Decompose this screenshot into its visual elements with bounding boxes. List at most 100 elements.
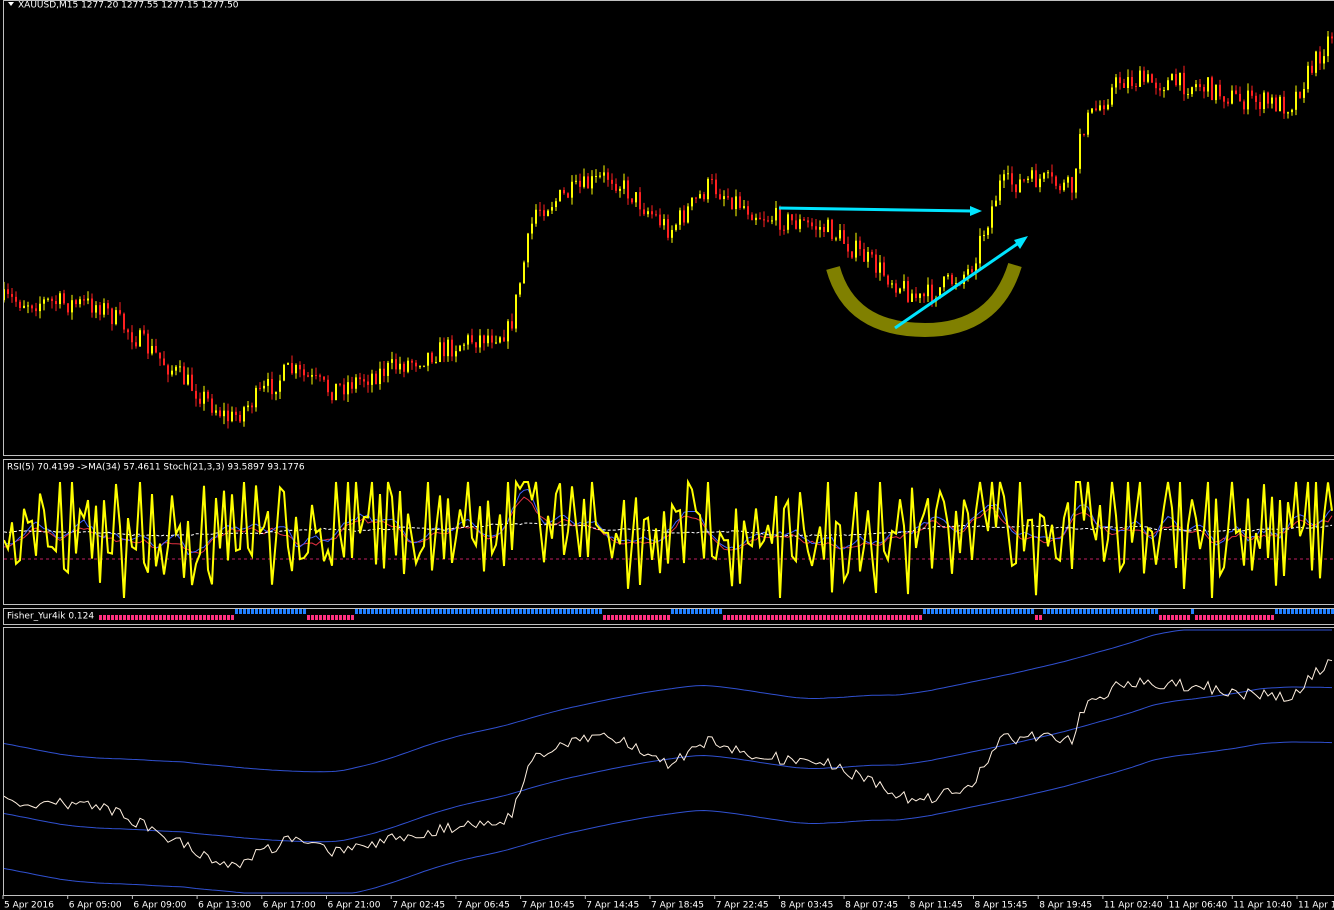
fisher-bar bbox=[263, 609, 266, 614]
fisher-bar bbox=[455, 609, 458, 614]
fisher-bar bbox=[347, 615, 350, 620]
fisher-bar bbox=[427, 609, 430, 614]
candle-body bbox=[1003, 174, 1005, 181]
candle-body bbox=[283, 364, 285, 381]
candle-body bbox=[187, 374, 189, 385]
candle-body bbox=[1147, 74, 1149, 82]
candle-body bbox=[1011, 173, 1013, 185]
fisher-bar bbox=[439, 609, 442, 614]
fisher-bar bbox=[643, 615, 646, 620]
fisher-bar bbox=[1115, 609, 1118, 614]
fisher-bar bbox=[575, 609, 578, 614]
fisher-bar bbox=[767, 615, 770, 620]
fisher-bar bbox=[1083, 609, 1086, 614]
cup-drawing bbox=[826, 262, 1022, 338]
fisher-bar bbox=[303, 609, 306, 614]
candle-body bbox=[467, 335, 469, 345]
candle-body bbox=[639, 192, 641, 210]
fisher-bar bbox=[1007, 609, 1010, 614]
fisher-bar bbox=[827, 615, 830, 620]
fisher-bar bbox=[783, 615, 786, 620]
fisher-bar bbox=[971, 609, 974, 614]
candle-body bbox=[167, 365, 169, 375]
fisher-bar bbox=[1239, 615, 1242, 620]
candle-body bbox=[183, 366, 185, 385]
candle-body bbox=[983, 235, 985, 237]
candle-body bbox=[1083, 134, 1085, 136]
candle-body bbox=[871, 251, 873, 255]
chart-layer bbox=[3, 31, 1334, 894]
candle-body bbox=[51, 298, 53, 302]
candle-body bbox=[1131, 77, 1133, 86]
candle-body bbox=[223, 410, 225, 417]
fisher-bar bbox=[1139, 609, 1142, 614]
candle-body bbox=[1059, 185, 1061, 191]
candle-body bbox=[403, 363, 405, 372]
candle-body bbox=[1323, 56, 1325, 64]
candle-body bbox=[747, 206, 749, 215]
fisher-bar bbox=[103, 615, 106, 620]
fisher-bar bbox=[891, 615, 894, 620]
candle-body bbox=[951, 274, 953, 285]
candle-body bbox=[719, 194, 721, 200]
fisher-bar bbox=[683, 609, 686, 614]
candle-body bbox=[211, 398, 213, 413]
candle-body bbox=[547, 210, 549, 216]
time-label: 7 Apr 06:45 bbox=[457, 901, 510, 910]
fisher-bar bbox=[943, 609, 946, 614]
candle-body bbox=[63, 293, 65, 304]
fisher-bar bbox=[991, 609, 994, 614]
candle-body bbox=[851, 251, 853, 258]
fisher-bar bbox=[655, 615, 658, 620]
candle-body bbox=[219, 410, 221, 417]
fisher-bar bbox=[323, 615, 326, 620]
fisher-bar bbox=[123, 615, 126, 620]
candle-body bbox=[955, 283, 957, 285]
candle-body bbox=[1279, 96, 1281, 112]
candle-body bbox=[1251, 90, 1253, 96]
fisher-bar bbox=[115, 615, 118, 620]
fisher-bar bbox=[1003, 609, 1006, 614]
candle-body bbox=[47, 298, 49, 300]
candle-body bbox=[847, 243, 849, 252]
candle-body bbox=[367, 381, 369, 385]
fisher-bar bbox=[567, 609, 570, 614]
fisher-bar bbox=[1183, 615, 1186, 620]
fisher-bar bbox=[1231, 615, 1234, 620]
candle-body bbox=[735, 196, 737, 210]
fisher-bar bbox=[687, 609, 690, 614]
fisher-bar bbox=[915, 615, 918, 620]
candle-body bbox=[1319, 51, 1321, 64]
rsi-line bbox=[3, 478, 1333, 599]
fisher-bar bbox=[311, 615, 314, 620]
fisher-bar bbox=[1263, 615, 1266, 620]
fisher-bar bbox=[1035, 615, 1038, 620]
fisher-bar bbox=[195, 615, 198, 620]
time-label: 8 Apr 15:45 bbox=[975, 901, 1028, 910]
dropdown-icon[interactable] bbox=[8, 2, 14, 6]
candle-body bbox=[911, 293, 913, 302]
candle-body bbox=[483, 335, 485, 344]
candle-body bbox=[27, 305, 29, 307]
candle-body bbox=[1047, 172, 1049, 174]
fisher-bar bbox=[1131, 609, 1134, 614]
fisher-bar bbox=[1287, 609, 1290, 614]
fisher-bar bbox=[463, 609, 466, 614]
fisher-bar bbox=[171, 615, 174, 620]
fisher-bar bbox=[979, 609, 982, 614]
candle-body bbox=[139, 330, 141, 347]
fisher-bar bbox=[359, 609, 362, 614]
fisher-bar bbox=[495, 609, 498, 614]
fisher-bar bbox=[1179, 615, 1182, 620]
candle-body bbox=[939, 287, 941, 298]
candle-body bbox=[915, 293, 917, 298]
fisher-bar bbox=[939, 609, 942, 614]
fisher-bar bbox=[431, 609, 434, 614]
candle-body bbox=[1067, 177, 1069, 183]
fisher-bar bbox=[791, 615, 794, 620]
fisher-bar bbox=[387, 609, 390, 614]
fisher-bar bbox=[1223, 615, 1226, 620]
candle-body bbox=[943, 276, 945, 288]
candle-body bbox=[587, 176, 589, 189]
time-label: 7 Apr 10:45 bbox=[522, 901, 575, 910]
